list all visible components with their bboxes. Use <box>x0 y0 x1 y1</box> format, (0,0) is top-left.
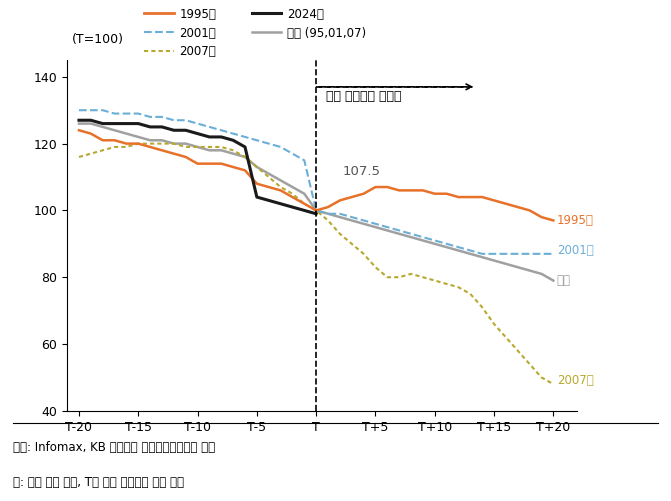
Text: 평균: 평균 <box>557 274 571 287</box>
Text: 107.5: 107.5 <box>342 165 380 178</box>
Text: 주: 주간 평균 기준, T는 연준 금리인하 시작 시점: 주: 주간 평균 기준, T는 연준 금리인하 시작 시점 <box>13 476 185 489</box>
Legend: 1995년, 2001년, 2007년, 2024년, 평균 (95,01,07): 1995년, 2001년, 2007년, 2024년, 평균 (95,01,07… <box>140 3 371 63</box>
Text: 2001년: 2001년 <box>557 244 594 257</box>
Text: (T=100): (T=100) <box>72 33 124 46</box>
Text: 1995년: 1995년 <box>557 214 594 227</box>
Text: 자료: Infomax, KB 국민은행 자본시장사업그룹 추정: 자료: Infomax, KB 국민은행 자본시장사업그룹 추정 <box>13 441 215 454</box>
Text: 2007년: 2007년 <box>557 374 594 387</box>
Text: 연준 금리인하 사이클: 연준 금리인하 사이클 <box>325 90 401 103</box>
